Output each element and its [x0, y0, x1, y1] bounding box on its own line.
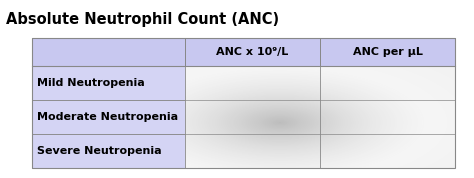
Bar [32, 38, 455, 168]
Text: ANC per μL: ANC per μL [353, 47, 422, 57]
Text: Severe Neutropenia: Severe Neutropenia [37, 146, 162, 156]
Text: Mild Neutropenia: Mild Neutropenia [37, 78, 145, 88]
Text: Absolute Neutrophil Count (ANC): Absolute Neutrophil Count (ANC) [6, 12, 279, 27]
Text: ANC x 10⁹/L: ANC x 10⁹/L [216, 47, 289, 57]
Bar [32, 134, 185, 168]
Bar [32, 66, 185, 100]
Text: Moderate Neutropenia: Moderate Neutropenia [37, 112, 178, 122]
Bar [185, 100, 455, 134]
Bar [185, 38, 320, 66]
Bar [32, 38, 185, 66]
Bar [32, 100, 185, 134]
Bar [320, 38, 455, 66]
Bar [185, 134, 455, 168]
Bar [185, 66, 455, 100]
